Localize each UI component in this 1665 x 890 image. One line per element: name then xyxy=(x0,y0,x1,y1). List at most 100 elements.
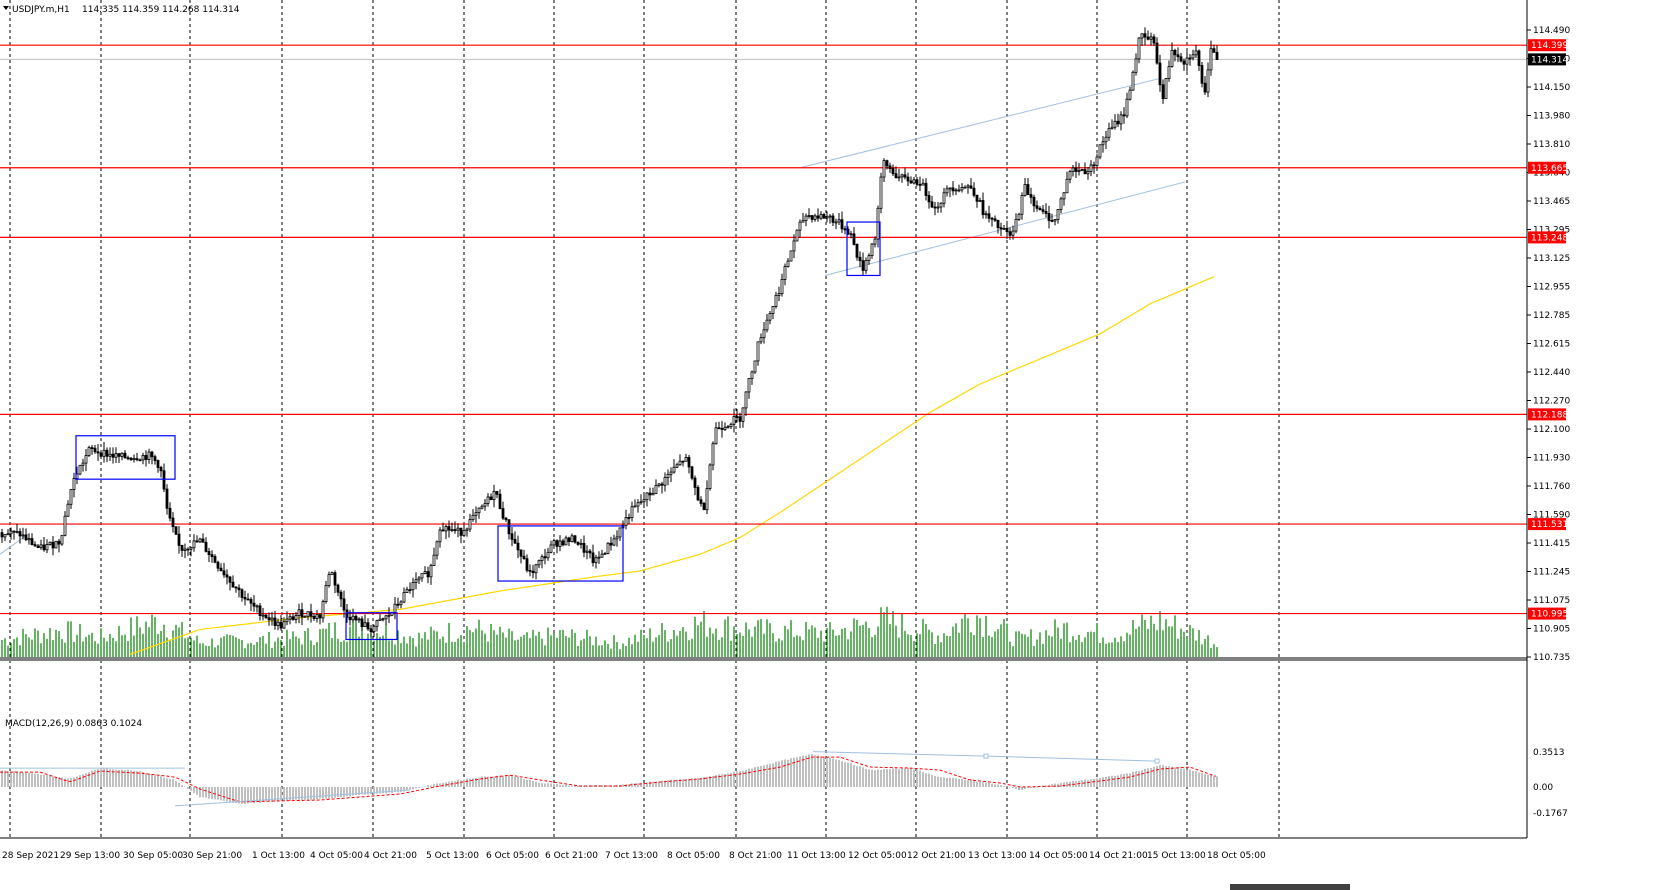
candle-body xyxy=(510,533,514,540)
triangle-down-icon[interactable] xyxy=(3,6,9,10)
candle-body xyxy=(1179,56,1183,62)
candle-body xyxy=(549,544,553,553)
candle-body xyxy=(1146,36,1150,40)
trend-anchor xyxy=(1154,758,1160,764)
candle-body xyxy=(1170,49,1174,67)
candle-body xyxy=(381,618,385,621)
candle-body xyxy=(312,615,316,619)
candle-body xyxy=(135,458,139,461)
candle-body xyxy=(690,466,694,479)
candle-body xyxy=(720,428,724,430)
candle-body xyxy=(681,460,685,463)
candle-body xyxy=(912,179,916,184)
scroll-indicator xyxy=(1230,884,1350,890)
candle-body xyxy=(414,579,418,583)
candle-body xyxy=(18,531,22,537)
candle-body xyxy=(828,215,832,218)
price-tick-label: 114.150 xyxy=(1533,83,1570,93)
time-tick-label: 11 Oct 13:00 xyxy=(787,851,846,861)
pane-separator xyxy=(0,657,1527,661)
time-tick-label: 18 Oct 05:00 xyxy=(1207,851,1266,861)
candle-body xyxy=(714,427,718,445)
macd-signal-line xyxy=(0,756,1217,803)
price-tick-label: 110.735 xyxy=(1533,653,1570,663)
candle-body xyxy=(528,569,532,572)
candle-body xyxy=(639,501,643,504)
candle-body xyxy=(429,564,433,578)
candle-body xyxy=(1149,36,1153,40)
candle-body xyxy=(366,622,370,630)
candle-body xyxy=(786,260,790,268)
candle-body xyxy=(1122,114,1126,117)
candle-body xyxy=(204,541,208,552)
price-tick-label: 111.760 xyxy=(1533,482,1570,492)
candle-body xyxy=(1089,164,1093,172)
candle-body xyxy=(897,176,901,179)
candle-body xyxy=(378,618,382,621)
horizontal-levels[interactable] xyxy=(0,44,1527,615)
candle-body xyxy=(372,625,376,633)
time-tick-label: 14 Oct 21:00 xyxy=(1089,851,1148,861)
candle-body xyxy=(243,596,247,600)
price-tick-label: 113.465 xyxy=(1533,197,1570,207)
candle-body xyxy=(1053,219,1057,222)
candle-body xyxy=(339,591,343,600)
candle-body xyxy=(72,478,76,490)
candle-body xyxy=(198,538,202,543)
candle-body xyxy=(270,617,274,621)
candle-body xyxy=(927,195,931,203)
candle-body xyxy=(261,614,265,617)
candle-body xyxy=(318,614,322,619)
candle-body xyxy=(612,538,616,546)
candle-body xyxy=(1062,192,1066,200)
candle-body xyxy=(570,535,574,543)
candle-body xyxy=(630,506,634,518)
candle-body xyxy=(1113,120,1117,128)
range-boxes[interactable] xyxy=(75,221,881,641)
candle-body xyxy=(1035,205,1039,209)
candle-body xyxy=(159,467,163,472)
candle-body xyxy=(258,605,262,617)
candle-body xyxy=(282,621,286,629)
candle-body xyxy=(966,185,970,188)
candle-body xyxy=(813,215,817,220)
candle-body xyxy=(777,293,781,296)
ohlc-label: 114.335 114.359 114.268 114.314 xyxy=(82,5,240,15)
price-tick-label: 112.440 xyxy=(1533,368,1570,378)
candle-body xyxy=(513,538,517,544)
candle-body xyxy=(81,462,85,466)
candle-body xyxy=(780,278,784,295)
candle-body xyxy=(300,609,304,618)
candle-body xyxy=(1023,184,1027,196)
candle-body xyxy=(606,542,610,554)
level-tag-text: 112.188 xyxy=(1531,410,1568,420)
candle-body xyxy=(978,200,982,202)
candle-body xyxy=(576,541,580,545)
candle-body xyxy=(609,542,613,546)
time-tick-label: 29 Sep 13:00 xyxy=(60,851,120,861)
candle-body xyxy=(975,194,979,202)
candle-body xyxy=(411,582,415,591)
candle-body xyxy=(408,589,412,592)
candle-body xyxy=(618,527,622,538)
candle-body xyxy=(669,471,673,475)
candle-body xyxy=(1077,169,1081,172)
candle-body xyxy=(219,567,223,572)
candle-body xyxy=(1212,48,1216,53)
candle-body xyxy=(213,556,217,563)
candle-body xyxy=(867,255,871,261)
candle-body xyxy=(48,541,52,545)
candle-body xyxy=(801,220,805,223)
candle-body xyxy=(225,574,229,578)
candle-body xyxy=(9,530,13,535)
time-tick-label: 8 Oct 05:00 xyxy=(667,851,720,861)
candle-body xyxy=(930,201,934,208)
candle-body xyxy=(162,470,166,490)
candle-body xyxy=(1071,167,1075,172)
price-tags: 114.399 113.665 113.248 112.188 111.531 110.9… xyxy=(1528,39,1568,620)
candle-body xyxy=(1206,69,1210,93)
price-tick-label: 113.810 xyxy=(1533,140,1570,150)
level-tag-text: 110.995 xyxy=(1531,610,1568,620)
candle-body xyxy=(1002,227,1006,230)
